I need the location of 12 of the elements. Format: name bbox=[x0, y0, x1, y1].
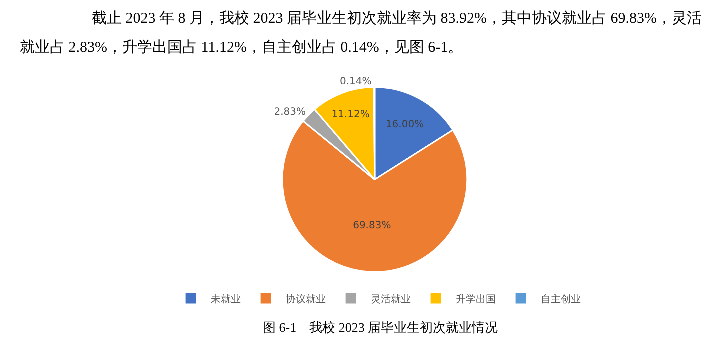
caption: 图 6-1 我校 2023 届毕业生初次就业情况 bbox=[263, 320, 498, 335]
data-label: 2.83% bbox=[274, 106, 306, 118]
data-label: 11.12% bbox=[332, 110, 370, 121]
data-label: 0.14% bbox=[340, 76, 372, 88]
legend-label: 自主创业 bbox=[541, 293, 582, 306]
data-label: 69.83% bbox=[353, 220, 392, 232]
data-label: 16.00% bbox=[386, 120, 424, 131]
legend-label: 升学出国 bbox=[456, 293, 496, 306]
legend-label: 协议就业 bbox=[286, 293, 326, 306]
legend-label: 灵活就业 bbox=[371, 293, 412, 306]
chart-title: 截止 2023 年 8 月，我校 2023 届毕业生初次就业率为 83.92%，其中协议就业占 69.83%，灵活就业占 2.83%，升学出国占 11.12%，自主创业占 0.14%，见图 6-1。 bbox=[20, 10, 702, 56]
legend-label: 未就业 bbox=[211, 293, 242, 306]
